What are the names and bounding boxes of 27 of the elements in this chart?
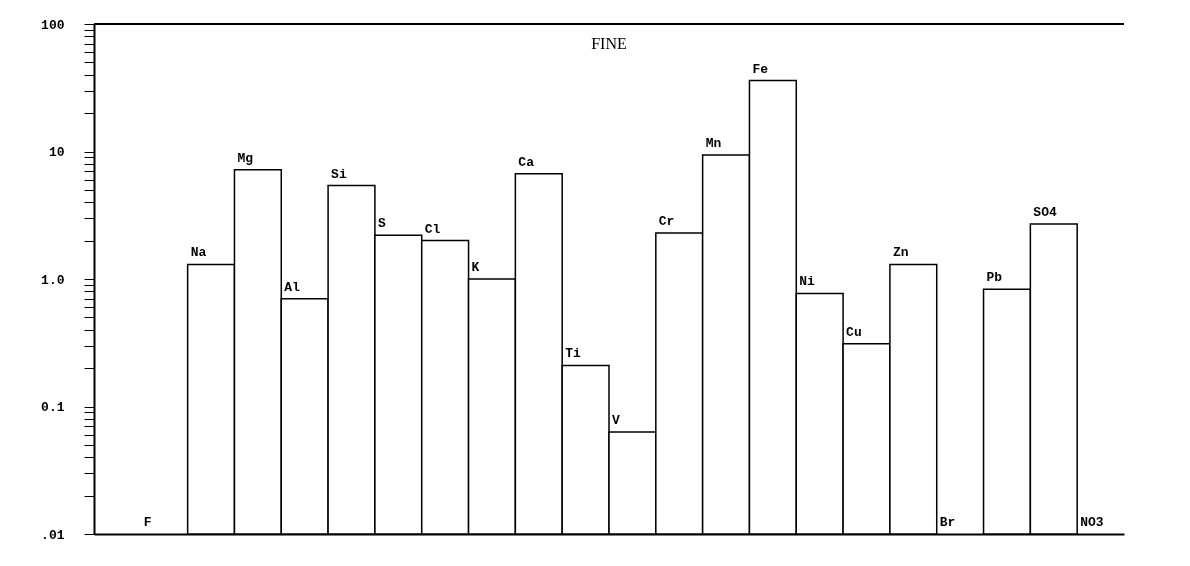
text: FINE bbox=[591, 35, 627, 52]
x-tick-label: Cl bbox=[424, 221, 441, 237]
x-tick-label: F bbox=[143, 515, 152, 530]
y-tick-label: 0.1 bbox=[41, 400, 65, 415]
x-tick-label: K bbox=[471, 260, 480, 275]
x-tick-label: Fe bbox=[752, 61, 769, 77]
x-tick-label: NO3 bbox=[1080, 515, 1104, 530]
x-tick-label: Pb bbox=[986, 270, 1003, 286]
x-tick-label: S bbox=[377, 216, 386, 232]
y-tick-label: .01 bbox=[41, 527, 65, 543]
y-tick-label: 100 bbox=[41, 17, 65, 33]
x-tick-label: Si bbox=[331, 166, 347, 182]
x-tick-label: Mg bbox=[237, 150, 254, 166]
x-tick-label: SO4 bbox=[1033, 205, 1057, 220]
x-tick-label: Ca bbox=[518, 154, 535, 170]
x-tick-label: Ni bbox=[799, 274, 816, 290]
x-tick-label: Al bbox=[284, 279, 301, 295]
x-tick-label: Na bbox=[190, 245, 207, 261]
x-tick-label: V bbox=[612, 413, 620, 429]
x-tick-label: Br bbox=[939, 515, 956, 530]
x-tick-label: Zn bbox=[892, 245, 909, 261]
x-tick-label: Mn bbox=[705, 135, 722, 151]
x-tick-label: Ti bbox=[565, 346, 581, 362]
y-tick-label: 10 bbox=[48, 145, 65, 160]
x-tick-label: Cr bbox=[658, 213, 675, 229]
y-tick-label: 1.0 bbox=[41, 272, 65, 288]
x-tick-label: Cu bbox=[846, 324, 862, 340]
